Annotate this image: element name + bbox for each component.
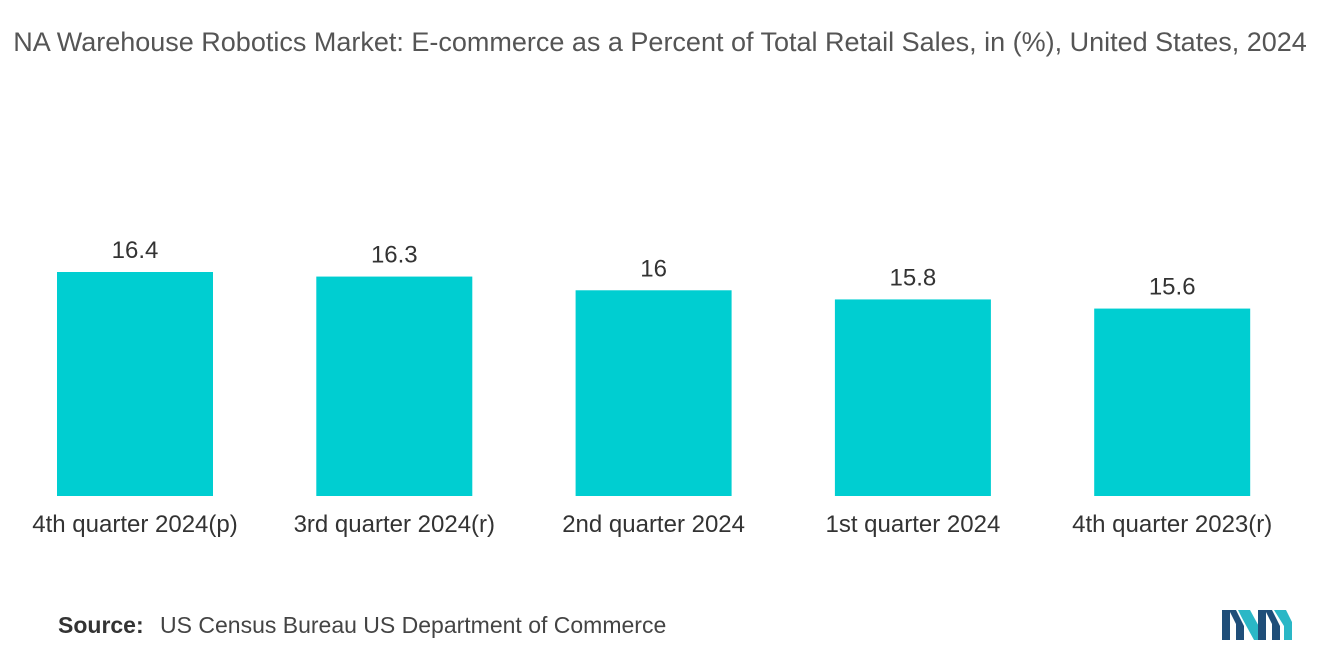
bar-3 [575, 290, 732, 496]
x-tick-label-1: 4th quarter 2024(p) [32, 511, 237, 538]
data-label-1: 16.4 [112, 237, 159, 264]
chart-title: NA Warehouse Robotics Market: E-commerce… [13, 27, 1307, 57]
source-text: US Census Bureau US Department of Commer… [160, 612, 667, 638]
data-label-3: 16 [640, 255, 667, 282]
source-label: Source: [58, 612, 144, 638]
source-note: Source: US Census Bureau US Department o… [58, 612, 666, 639]
x-tick-label-3: 2nd quarter 2024 [562, 511, 745, 538]
x-tick-label-2: 3rd quarter 2024(r) [294, 511, 495, 538]
data-label-5: 15.6 [1149, 274, 1196, 301]
bar-5 [1094, 308, 1251, 496]
x-tick-label-4: 1st quarter 2024 [826, 511, 1001, 538]
x-tick-label-5: 4th quarter 2023(r) [1072, 511, 1272, 538]
bar-1 [57, 272, 213, 496]
data-label-4: 15.8 [890, 264, 937, 291]
bar-2 [316, 276, 473, 496]
mordor-intelligence-logo-icon [1222, 610, 1292, 640]
data-label-2: 16.3 [371, 242, 418, 269]
bar-4 [834, 299, 991, 496]
